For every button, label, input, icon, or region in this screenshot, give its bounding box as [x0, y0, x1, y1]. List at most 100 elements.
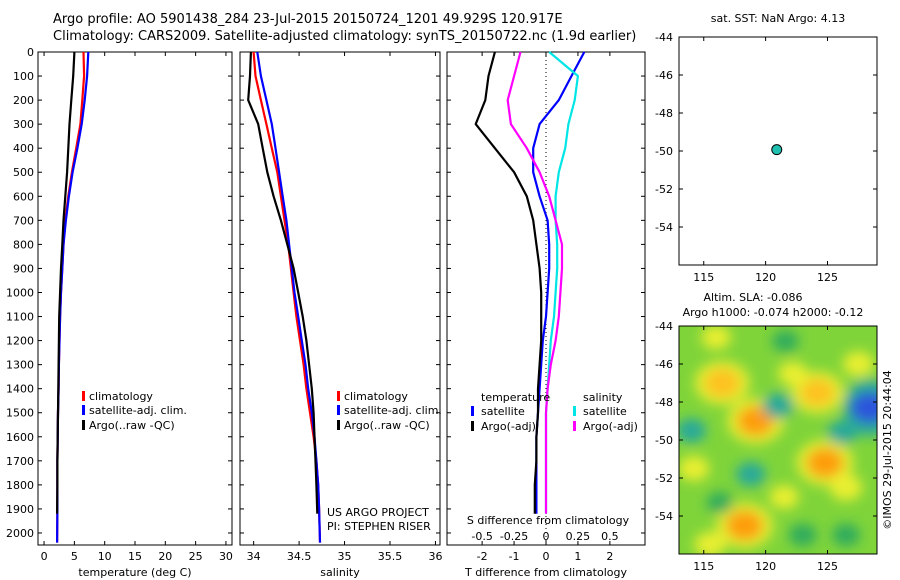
profile-panel-1: 0100200300400500600700800900100011001200… — [6, 46, 233, 579]
x-tick-label: 1 — [574, 550, 581, 563]
legend-label: satellite-adj. clim. — [89, 404, 187, 417]
y-tick-label: 900 — [13, 262, 34, 275]
profile-panel-2: 34 34.5 35 35.5 36 salinity — [239, 51, 442, 579]
legend-marker — [471, 421, 474, 431]
heatmap-cell — [850, 392, 877, 424]
y-tick-label: 200 — [13, 94, 34, 107]
y-tick-label: -48 — [655, 396, 673, 409]
s-tick-label: -0.25 — [500, 530, 528, 543]
x-tick-label: 20 — [158, 550, 172, 563]
heatmap-cell — [694, 531, 726, 554]
y-tick-label: 1700 — [6, 455, 34, 468]
legend-marker — [82, 405, 85, 415]
x-tick-label: 35.5 — [378, 550, 403, 563]
legend-label: satellite — [583, 405, 627, 418]
heatmap-blobs — [679, 326, 877, 554]
legend-label: Argo(..raw -QC) — [344, 419, 430, 432]
project-annotation: US ARGO PROJECT — [327, 506, 429, 519]
heatmap-cell — [737, 406, 775, 436]
heatmap-cell — [842, 351, 874, 377]
x-tick-label: 120 — [755, 560, 776, 573]
heatmap-cell — [762, 393, 794, 419]
x-tick-label: 115 — [693, 560, 714, 573]
x-tick-label: 36 — [428, 550, 442, 563]
y-tick-label: 0 — [27, 46, 34, 59]
legend-label: climatology — [344, 390, 408, 403]
y-tick-label: 1300 — [6, 359, 34, 372]
sst-map-title: sat. SST: NaN Argo: 4.13 — [711, 12, 845, 25]
heatmap-field — [679, 326, 877, 554]
x-tick-label: 15 — [128, 550, 142, 563]
y-tick-label: 1900 — [6, 503, 34, 516]
y-tick-label: 500 — [13, 166, 34, 179]
y-tick-label: 1800 — [6, 479, 34, 492]
x-tick-label: 125 — [817, 271, 838, 284]
x-tick-label: 0 — [41, 550, 48, 563]
x-tick-label: 10 — [98, 550, 112, 563]
s-tick-label: 0.5 — [601, 530, 619, 543]
legend-marker — [82, 420, 85, 430]
heatmap-cell — [769, 484, 799, 510]
x-tick-label: 25 — [189, 550, 203, 563]
y-tick-label: -44 — [655, 320, 673, 333]
heatmap-cell — [726, 510, 763, 541]
s-difference-label: S difference from climatology — [467, 514, 630, 527]
s-tick-label: 0.25 — [566, 530, 591, 543]
y-tick-label: 1500 — [6, 407, 34, 420]
plot-frame — [239, 51, 441, 546]
legend-marker — [337, 420, 340, 430]
y-tick-label: 300 — [13, 118, 34, 131]
y-tick-label: 1600 — [6, 431, 34, 444]
heatmap-cell — [800, 378, 835, 407]
y-tick-label: -54 — [655, 510, 673, 523]
legend-marker — [337, 391, 340, 401]
y-tick-label: 2000 — [6, 527, 34, 540]
series-line-argo-raw-qc- — [247, 51, 319, 514]
heatmap-cell — [701, 326, 731, 350]
sst-map-panel: -44 -46 -48 -50 -52 -54 115 120 125 sat. SST: NaN… — [655, 12, 878, 284]
x-tick-label: 30 — [219, 550, 233, 563]
x-tick-label: -2 — [477, 550, 488, 563]
header-title-line2: Climatology: CARS2009. Satellite-adjuste… — [53, 29, 637, 44]
y-tick-label: -46 — [655, 358, 673, 371]
sla-heatmap-panel: Altim. SLA: -0.086 Argo h1000: -0.074 h20… — [655, 291, 894, 573]
series-line-argo-adj- — [506, 51, 564, 514]
legend-label: Argo(-adj) — [481, 420, 536, 433]
heatmap-cell — [735, 462, 766, 487]
x-axis-label: T difference from climatology — [464, 566, 627, 579]
heatmap-cell — [679, 418, 707, 443]
y-tick-label: -48 — [655, 107, 673, 120]
y-tick-label: 1200 — [6, 335, 34, 348]
y-tick-label: -50 — [655, 145, 673, 158]
legend-marker — [82, 391, 85, 401]
x-tick-label: 34.5 — [287, 550, 312, 563]
legend-marker — [573, 421, 576, 431]
y-tick-label: -44 — [655, 31, 673, 44]
y-tick-label: -52 — [655, 472, 673, 485]
legend-marker — [337, 405, 340, 415]
x-tick-label: -1 — [509, 550, 520, 563]
legend-label: climatology — [89, 390, 153, 403]
x-tick-label: 120 — [755, 271, 776, 284]
header-title-line1: Argo profile: AO 5901438_284 23-Jul-2015… — [53, 12, 563, 27]
y-tick-label: 1400 — [6, 383, 34, 396]
legend-label: satellite — [481, 405, 525, 418]
y-tick-label: 800 — [13, 238, 34, 251]
y-tick-label: 700 — [13, 214, 34, 227]
sla-title: Altim. SLA: -0.086 — [703, 291, 802, 304]
imos-credit: ©IMOS 29-Jul-2015 20:44:04 — [881, 370, 894, 530]
y-tick-label: -50 — [655, 434, 673, 447]
s-tick-label: 0 — [543, 530, 550, 543]
series-line-argo-raw-qc- — [56, 51, 76, 514]
heatmap-cell — [806, 447, 844, 478]
heatmap-cell — [827, 420, 858, 445]
x-tick-label: 0 — [543, 550, 550, 563]
x-axis-label: salinity — [320, 566, 360, 579]
legend-salinity-heading: salinity — [583, 391, 623, 404]
legend-temperature-heading: temperature — [481, 391, 550, 404]
y-tick-label: 1100 — [6, 311, 34, 324]
legend-label: satellite-adj. clim. — [344, 404, 442, 417]
heatmap-cell — [788, 523, 817, 547]
s-tick-label: -0.5 — [471, 530, 492, 543]
